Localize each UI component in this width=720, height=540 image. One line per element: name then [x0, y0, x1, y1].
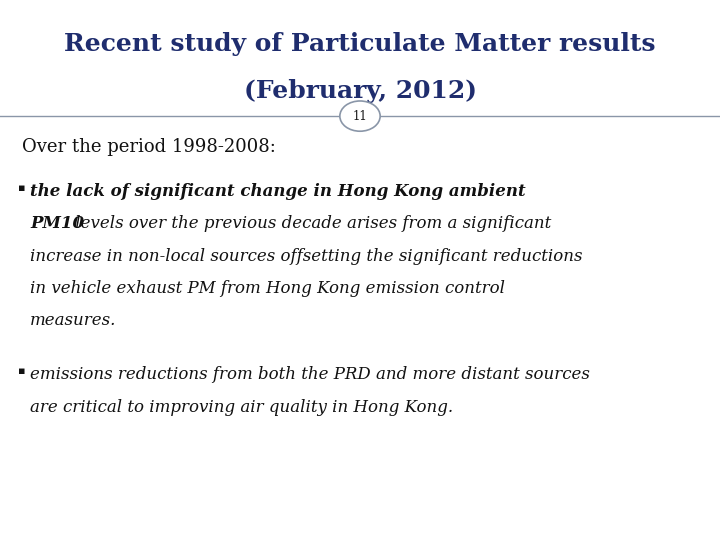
Text: are critical to improving air quality in Hong Kong.: are critical to improving air quality in… — [30, 399, 454, 416]
Text: the lack of significant change in Hong Kong ambient: the lack of significant change in Hong K… — [30, 183, 526, 200]
Text: ▪: ▪ — [18, 183, 25, 193]
Text: 11: 11 — [353, 110, 367, 123]
Text: in vehicle exhaust PM from Hong Kong emission control: in vehicle exhaust PM from Hong Kong emi… — [30, 280, 505, 297]
Text: Recent study of Particulate Matter results: Recent study of Particulate Matter resul… — [64, 32, 656, 56]
Text: measures.: measures. — [30, 313, 117, 329]
Text: emissions reductions from both the PRD and more distant sources: emissions reductions from both the PRD a… — [30, 367, 590, 383]
Text: levels over the previous decade arises from a significant: levels over the previous decade arises f… — [70, 215, 551, 232]
Text: ▪: ▪ — [18, 367, 25, 376]
Text: Over the period 1998-2008:: Over the period 1998-2008: — [22, 138, 276, 156]
Text: increase in non-local sources offsetting the significant reductions: increase in non-local sources offsetting… — [30, 248, 582, 265]
Circle shape — [340, 101, 380, 131]
Text: PM10: PM10 — [30, 215, 84, 232]
Text: (February, 2012): (February, 2012) — [243, 78, 477, 103]
